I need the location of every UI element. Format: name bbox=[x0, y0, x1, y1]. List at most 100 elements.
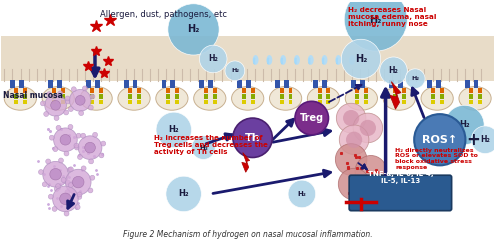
Circle shape bbox=[52, 186, 78, 212]
Circle shape bbox=[52, 206, 57, 211]
Circle shape bbox=[68, 167, 73, 172]
Bar bbox=[474, 80, 478, 88]
Circle shape bbox=[472, 126, 499, 154]
Circle shape bbox=[78, 136, 102, 159]
Bar bbox=[204, 88, 208, 93]
Text: Figure 2 Mechanism of hydrogen on nasal mucosal inflammation.: Figure 2 Mechanism of hydrogen on nasal … bbox=[123, 230, 372, 239]
Bar bbox=[61, 94, 65, 99]
Bar bbox=[137, 88, 141, 93]
Circle shape bbox=[68, 183, 73, 187]
FancyBboxPatch shape bbox=[349, 175, 452, 211]
Text: H₂ increases the number of
Treg cells and decreases the
activity of Th cells: H₂ increases the number of Treg cells an… bbox=[154, 135, 268, 155]
Circle shape bbox=[75, 205, 80, 210]
Ellipse shape bbox=[156, 87, 188, 110]
Bar bbox=[288, 94, 292, 99]
Circle shape bbox=[54, 186, 59, 191]
Bar bbox=[208, 80, 213, 88]
Bar bbox=[86, 80, 90, 88]
Text: Treg: Treg bbox=[300, 113, 324, 123]
Circle shape bbox=[200, 45, 227, 73]
Circle shape bbox=[288, 180, 316, 208]
Bar bbox=[250, 94, 254, 99]
Circle shape bbox=[38, 169, 44, 174]
Circle shape bbox=[50, 100, 60, 110]
Bar bbox=[469, 100, 473, 104]
Bar bbox=[322, 80, 327, 88]
Bar bbox=[132, 80, 138, 88]
Ellipse shape bbox=[266, 55, 272, 65]
Bar bbox=[389, 80, 394, 88]
Bar bbox=[402, 100, 406, 104]
Circle shape bbox=[61, 177, 66, 182]
Circle shape bbox=[77, 194, 82, 199]
Circle shape bbox=[66, 99, 70, 104]
Bar bbox=[166, 88, 170, 93]
Circle shape bbox=[65, 96, 70, 101]
Circle shape bbox=[46, 159, 51, 164]
Text: H₂: H₂ bbox=[480, 135, 490, 144]
Bar bbox=[326, 94, 330, 99]
Bar bbox=[128, 88, 132, 93]
Text: H₂ decreases Nasal
mucosa edema, nasal
itching, runny nose: H₂ decreases Nasal mucosa edema, nasal i… bbox=[348, 7, 436, 27]
Circle shape bbox=[78, 111, 84, 116]
Circle shape bbox=[67, 167, 72, 172]
Bar bbox=[464, 80, 469, 88]
Circle shape bbox=[72, 87, 76, 92]
Bar bbox=[246, 80, 251, 88]
Bar bbox=[90, 88, 94, 93]
Circle shape bbox=[225, 61, 244, 81]
Bar bbox=[360, 80, 365, 88]
Bar bbox=[94, 80, 100, 88]
Bar bbox=[250, 88, 254, 93]
Circle shape bbox=[70, 90, 91, 111]
Circle shape bbox=[48, 194, 54, 199]
Ellipse shape bbox=[336, 55, 342, 65]
Text: H₂: H₂ bbox=[459, 121, 469, 129]
Circle shape bbox=[346, 132, 362, 148]
Circle shape bbox=[54, 128, 77, 152]
Circle shape bbox=[166, 176, 202, 212]
Circle shape bbox=[43, 161, 68, 187]
Circle shape bbox=[342, 39, 380, 79]
Circle shape bbox=[338, 168, 370, 200]
Text: H₂: H₂ bbox=[370, 15, 382, 25]
Circle shape bbox=[74, 143, 79, 148]
Bar bbox=[351, 80, 356, 88]
Circle shape bbox=[336, 144, 367, 175]
Bar bbox=[469, 94, 473, 99]
Ellipse shape bbox=[232, 87, 264, 110]
Ellipse shape bbox=[294, 55, 300, 65]
Bar bbox=[356, 88, 360, 93]
Ellipse shape bbox=[118, 87, 150, 110]
Bar bbox=[440, 100, 444, 104]
Bar bbox=[170, 80, 175, 88]
Text: H₂: H₂ bbox=[298, 191, 306, 197]
Bar bbox=[128, 94, 132, 99]
Ellipse shape bbox=[280, 55, 286, 65]
Circle shape bbox=[44, 94, 66, 116]
Bar bbox=[175, 94, 179, 99]
Circle shape bbox=[44, 111, 49, 116]
Bar bbox=[394, 94, 398, 99]
Bar bbox=[204, 94, 208, 99]
Circle shape bbox=[101, 141, 105, 146]
Circle shape bbox=[58, 158, 64, 163]
Circle shape bbox=[343, 110, 359, 126]
Circle shape bbox=[156, 112, 192, 148]
Bar bbox=[166, 100, 170, 104]
Circle shape bbox=[168, 4, 219, 55]
Text: H₂: H₂ bbox=[388, 66, 398, 75]
Bar bbox=[318, 94, 322, 99]
Circle shape bbox=[72, 176, 84, 188]
Circle shape bbox=[88, 105, 94, 110]
Bar bbox=[313, 80, 318, 88]
Circle shape bbox=[66, 180, 70, 185]
Bar bbox=[213, 94, 216, 99]
Circle shape bbox=[40, 101, 46, 106]
Circle shape bbox=[99, 153, 104, 158]
Bar bbox=[402, 94, 406, 99]
Ellipse shape bbox=[42, 87, 74, 110]
Circle shape bbox=[74, 145, 80, 150]
Bar bbox=[242, 94, 246, 99]
Circle shape bbox=[64, 211, 69, 216]
